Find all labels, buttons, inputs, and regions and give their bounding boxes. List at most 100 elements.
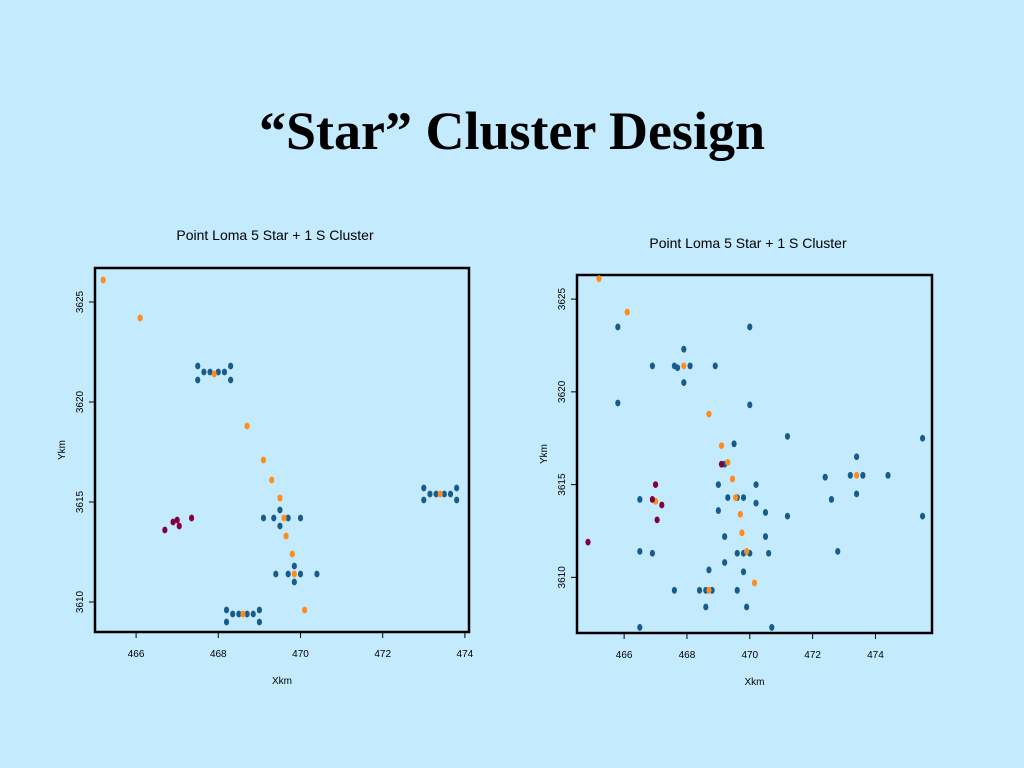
data-point-orange bbox=[137, 314, 143, 322]
data-point-blue bbox=[291, 562, 297, 570]
data-point-orange bbox=[744, 547, 750, 555]
data-point-blue bbox=[250, 610, 256, 618]
data-point-orange bbox=[751, 579, 758, 587]
data-point-blue bbox=[297, 514, 304, 522]
data-point-blue bbox=[637, 547, 643, 555]
data-point-blue bbox=[731, 440, 737, 448]
data-point-purple bbox=[188, 514, 195, 522]
data-point-blue bbox=[766, 549, 772, 557]
y-tick-label: 3625 bbox=[75, 290, 86, 313]
data-point-blue bbox=[919, 434, 926, 442]
data-point-blue bbox=[314, 570, 320, 578]
data-point-blue bbox=[744, 603, 750, 611]
y-tick-label: 3610 bbox=[557, 566, 568, 589]
data-point-orange bbox=[289, 550, 295, 558]
data-point-blue bbox=[703, 603, 709, 611]
data-point-purple bbox=[585, 538, 591, 546]
plot-frame bbox=[575, 273, 934, 635]
x-axis-label: Xkm bbox=[745, 677, 765, 688]
slide-title: “Star” Cluster Design bbox=[259, 101, 765, 161]
y-tick-label: 3615 bbox=[75, 490, 86, 513]
data-point-blue bbox=[769, 624, 775, 631]
x-tick-label: 468 bbox=[210, 649, 227, 660]
data-point-orange bbox=[718, 442, 725, 450]
data-point-blue bbox=[421, 496, 427, 504]
data-point-blue bbox=[454, 496, 460, 504]
data-point-blue bbox=[228, 362, 234, 370]
data-point-blue bbox=[291, 578, 297, 586]
data-point-orange bbox=[737, 510, 743, 518]
data-point-blue bbox=[221, 368, 228, 376]
data-point-orange bbox=[729, 475, 736, 483]
data-point-blue bbox=[740, 568, 747, 576]
data-point-orange bbox=[437, 490, 443, 498]
data-point-purple bbox=[652, 481, 659, 489]
data-point-orange bbox=[244, 422, 250, 430]
x-axis-label: Xkm bbox=[272, 676, 292, 687]
data-point-orange bbox=[624, 308, 630, 316]
data-point-orange bbox=[681, 362, 687, 370]
data-point-orange bbox=[725, 458, 731, 466]
data-point-blue bbox=[860, 471, 866, 479]
data-point-blue bbox=[228, 376, 234, 384]
data-point-blue bbox=[747, 401, 753, 409]
data-point-blue bbox=[236, 610, 242, 618]
data-point-blue bbox=[681, 345, 687, 353]
data-point-purple bbox=[174, 516, 180, 524]
x-tick-label: 472 bbox=[804, 650, 821, 661]
data-point-blue bbox=[615, 323, 621, 331]
x-tick-label: 470 bbox=[741, 650, 758, 661]
data-point-orange bbox=[706, 586, 712, 594]
data-point-orange bbox=[302, 606, 308, 614]
chart-title: Point Loma 5 Star + 1 S Cluster bbox=[176, 227, 374, 243]
data-point-orange bbox=[100, 276, 106, 284]
data-point-blue bbox=[753, 481, 759, 489]
x-tick-label: 474 bbox=[457, 649, 474, 660]
data-point-blue bbox=[223, 618, 230, 626]
plot-frame bbox=[93, 266, 471, 634]
data-point-blue bbox=[835, 547, 841, 555]
data-point-blue bbox=[715, 481, 721, 489]
data-point-blue bbox=[637, 496, 643, 503]
data-point-purple bbox=[176, 522, 182, 530]
data-point-blue bbox=[273, 570, 279, 578]
data-point-blue bbox=[223, 606, 230, 614]
data-point-blue bbox=[285, 514, 291, 522]
data-point-orange bbox=[739, 529, 745, 537]
data-point-blue bbox=[734, 549, 740, 557]
data-point-blue bbox=[195, 362, 201, 370]
data-point-orange bbox=[854, 471, 860, 479]
data-point-blue bbox=[271, 514, 277, 522]
data-point-blue bbox=[696, 586, 703, 594]
data-point-blue bbox=[215, 368, 221, 376]
data-point-blue bbox=[441, 490, 447, 498]
data-point-blue bbox=[244, 610, 250, 618]
y-tick-label: 3620 bbox=[75, 390, 86, 413]
data-point-blue bbox=[427, 490, 433, 498]
data-point-blue bbox=[854, 490, 860, 498]
data-point-blue bbox=[207, 368, 213, 376]
data-point-blue bbox=[615, 399, 621, 407]
data-point-blue bbox=[447, 490, 454, 498]
data-point-purple bbox=[654, 516, 660, 524]
data-point-blue bbox=[847, 471, 853, 479]
data-point-blue bbox=[454, 484, 460, 492]
data-point-blue bbox=[297, 570, 304, 578]
data-point-orange bbox=[291, 570, 297, 578]
data-point-blue bbox=[712, 362, 718, 370]
data-point-blue bbox=[649, 549, 655, 557]
y-tick-label: 3610 bbox=[75, 590, 86, 613]
data-point-blue bbox=[230, 610, 236, 618]
data-point-blue bbox=[919, 512, 926, 520]
data-point-blue bbox=[256, 606, 262, 614]
data-point-purple bbox=[170, 518, 176, 526]
data-point-orange bbox=[733, 494, 739, 501]
x-tick-label: 470 bbox=[292, 649, 309, 660]
y-axis-label: Ykm bbox=[539, 444, 550, 464]
data-point-orange bbox=[706, 410, 712, 418]
data-point-blue bbox=[637, 624, 643, 631]
data-point-blue bbox=[681, 379, 687, 386]
data-point-blue bbox=[762, 509, 769, 516]
